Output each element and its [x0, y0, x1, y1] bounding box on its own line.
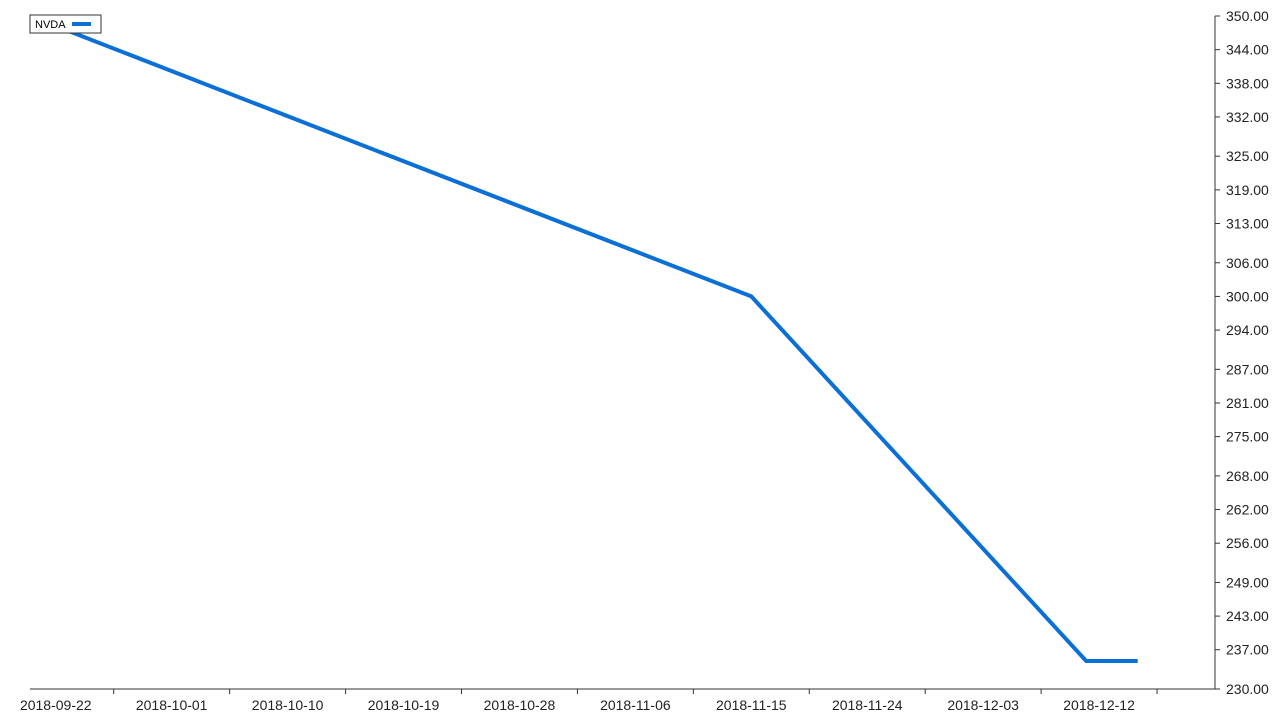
x-tick-label: 2018-11-24: [832, 697, 903, 713]
series-group: [29, 14, 1138, 663]
x-tick-label: 2018-11-15: [716, 697, 787, 713]
y-tick-label: 237.00: [1226, 642, 1269, 658]
x-tick-label: 2018-10-19: [368, 697, 440, 713]
y-tick-label: 313.00: [1226, 216, 1269, 232]
y-tick-label: 294.00: [1226, 322, 1269, 338]
y-axis: 350.00 344.00 338.00 332.00 325.00 319.00 313.…: [1214, 8, 1269, 697]
legend-box: [29, 14, 102, 34]
x-tick-label: 2018-10-28: [484, 697, 556, 713]
x-tick-group: 2018-09-22 2018-10-01 2018-10-10 2018-10-19…: [20, 689, 1158, 713]
x-tick-label: 2018-10-01: [136, 697, 208, 713]
y-tick-label: 275.00: [1226, 429, 1269, 445]
y-tick-label: 256.00: [1226, 535, 1269, 551]
y-tick-group: 350.00 344.00 338.00 332.00 325.00 319.00 313.…: [1215, 8, 1269, 697]
y-tick-label: 243.00: [1226, 608, 1269, 624]
y-tick-label: 306.00: [1226, 255, 1269, 271]
y-tick-label: 281.00: [1226, 395, 1269, 411]
x-tick-label: 2018-11-06: [600, 697, 671, 713]
x-tick-label: 2018-10-10: [252, 697, 324, 713]
x-tick-label: 2018-12-03: [947, 697, 1019, 713]
x-tick-label: 2018-12-12: [1063, 697, 1135, 713]
x-tick-label: 2018-09-22: [20, 697, 92, 713]
y-tick-label: 287.00: [1226, 361, 1269, 377]
y-tick-label: 332.00: [1226, 109, 1269, 125]
y-tick-label: 262.00: [1226, 502, 1269, 518]
y-tick-label: 268.00: [1226, 468, 1269, 484]
y-tick-label: 300.00: [1226, 288, 1269, 304]
y-tick-label: 344.00: [1226, 42, 1269, 58]
y-tick-label: 350.00: [1226, 8, 1269, 24]
series-line-nvda: [29, 14, 1138, 663]
y-tick-label: 230.00: [1226, 681, 1269, 697]
y-tick-label: 325.00: [1226, 148, 1269, 164]
y-tick-label: 249.00: [1226, 574, 1269, 590]
legend-label-nvda: NVDA: [35, 19, 66, 31]
y-tick-label: 319.00: [1226, 182, 1269, 198]
y-tick-label: 338.00: [1226, 75, 1269, 91]
legend: NVDA: [29, 14, 102, 34]
x-axis: 2018-09-22 2018-10-01 2018-10-10 2018-10-19…: [20, 688, 1215, 713]
